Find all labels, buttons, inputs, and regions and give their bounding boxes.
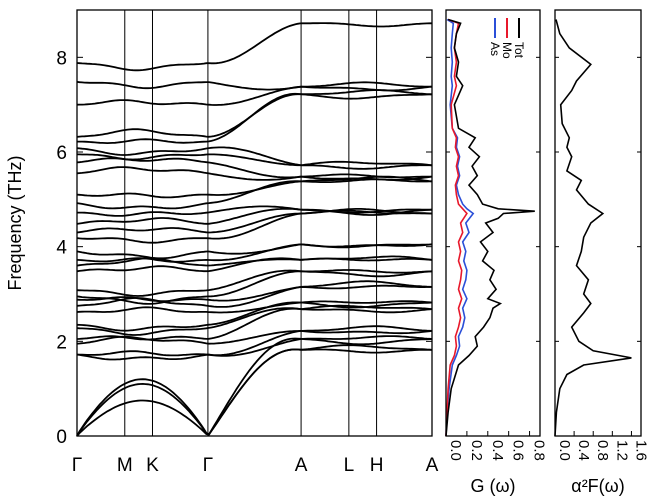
k-point-label: L [344, 455, 355, 476]
dos-x-tick-label: 0.6 [510, 440, 527, 461]
eliashberg-x-tick-label: 0.0 [556, 440, 573, 461]
phonon-branch [76, 280, 433, 303]
y-tick-label: 0 [56, 427, 67, 448]
phonon-branch [76, 307, 433, 341]
y-tick-label: 8 [56, 48, 67, 69]
phonon-branch [76, 304, 433, 336]
panel-frames [76, 9, 642, 437]
phonon-branch [76, 243, 433, 260]
eliashberg-x-tick-label: 0.8 [594, 440, 611, 461]
phonon-branch [76, 157, 432, 179]
phonon-branch [76, 335, 433, 361]
eliashberg-x-axis-title: α²F(ω) [571, 476, 624, 496]
phonon-branch [76, 81, 433, 92]
phonon-branch [77, 205, 432, 217]
phonon-branch [76, 301, 433, 314]
dos-curve-as [445, 18, 475, 437]
y-tick-label: 2 [56, 332, 67, 353]
phonon-branch [76, 348, 433, 437]
dos-x-axis-title: G (ω) [470, 476, 515, 496]
phonon-branch [76, 166, 433, 181]
legend-label-mo: Mo [500, 42, 514, 59]
phonon-branch [76, 207, 433, 225]
dispersion-frame [76, 9, 433, 437]
dos-curve-tot [445, 18, 535, 437]
k-point-label: Γ [203, 455, 213, 476]
eliashberg-curves [554, 19, 632, 437]
phonon-branch [76, 178, 433, 199]
y-axis-title: Frequency (THz) [5, 155, 25, 290]
y-tick-label: 6 [56, 143, 67, 164]
eliashberg-x-tick-label: 0.4 [575, 440, 592, 461]
phonon-branch [76, 269, 433, 305]
phonon-branch [76, 208, 432, 244]
k-point-label: Γ [72, 455, 82, 476]
dos-curve-mo [445, 18, 468, 437]
legend-label-as: As [488, 42, 502, 56]
phonon-branch [76, 269, 433, 297]
phonon-branch [76, 337, 433, 437]
phonon-branch [76, 146, 433, 170]
eliashberg-x-tick-label: 1.2 [613, 440, 630, 461]
k-point-label: A [295, 455, 308, 476]
eliashberg-frame [554, 9, 642, 437]
k-point-label: A [426, 455, 439, 476]
dos-curves [445, 18, 535, 437]
dos-x-tick-label: 0.8 [531, 440, 548, 461]
phonon-branch [76, 22, 432, 72]
ticks [77, 56, 641, 437]
dos-x-tick-label: 0.0 [447, 440, 464, 461]
dispersion-curves [76, 22, 433, 437]
phonon-branch [76, 175, 433, 210]
dos-x-tick-label: 0.2 [468, 440, 485, 461]
phonon-branch [76, 300, 433, 332]
grid-lines [124, 10, 378, 436]
eliashberg-curve [554, 19, 632, 437]
dos-frame [445, 9, 541, 437]
phonon-branch [77, 325, 433, 357]
phonon-branch [76, 329, 433, 345]
k-point-label: K [146, 455, 159, 476]
dos-x-tick-label: 0.4 [489, 440, 506, 461]
eliashberg-x-tick-label: 1.6 [632, 440, 649, 461]
phonon-branch [76, 255, 433, 267]
k-point-label: H [370, 455, 384, 476]
k-point-label: M [117, 455, 133, 476]
legend-label-tot: Tot [512, 42, 526, 59]
phonon-branch [77, 153, 433, 167]
phonon-branch [76, 81, 433, 106]
y-tick-label: 4 [56, 238, 67, 259]
